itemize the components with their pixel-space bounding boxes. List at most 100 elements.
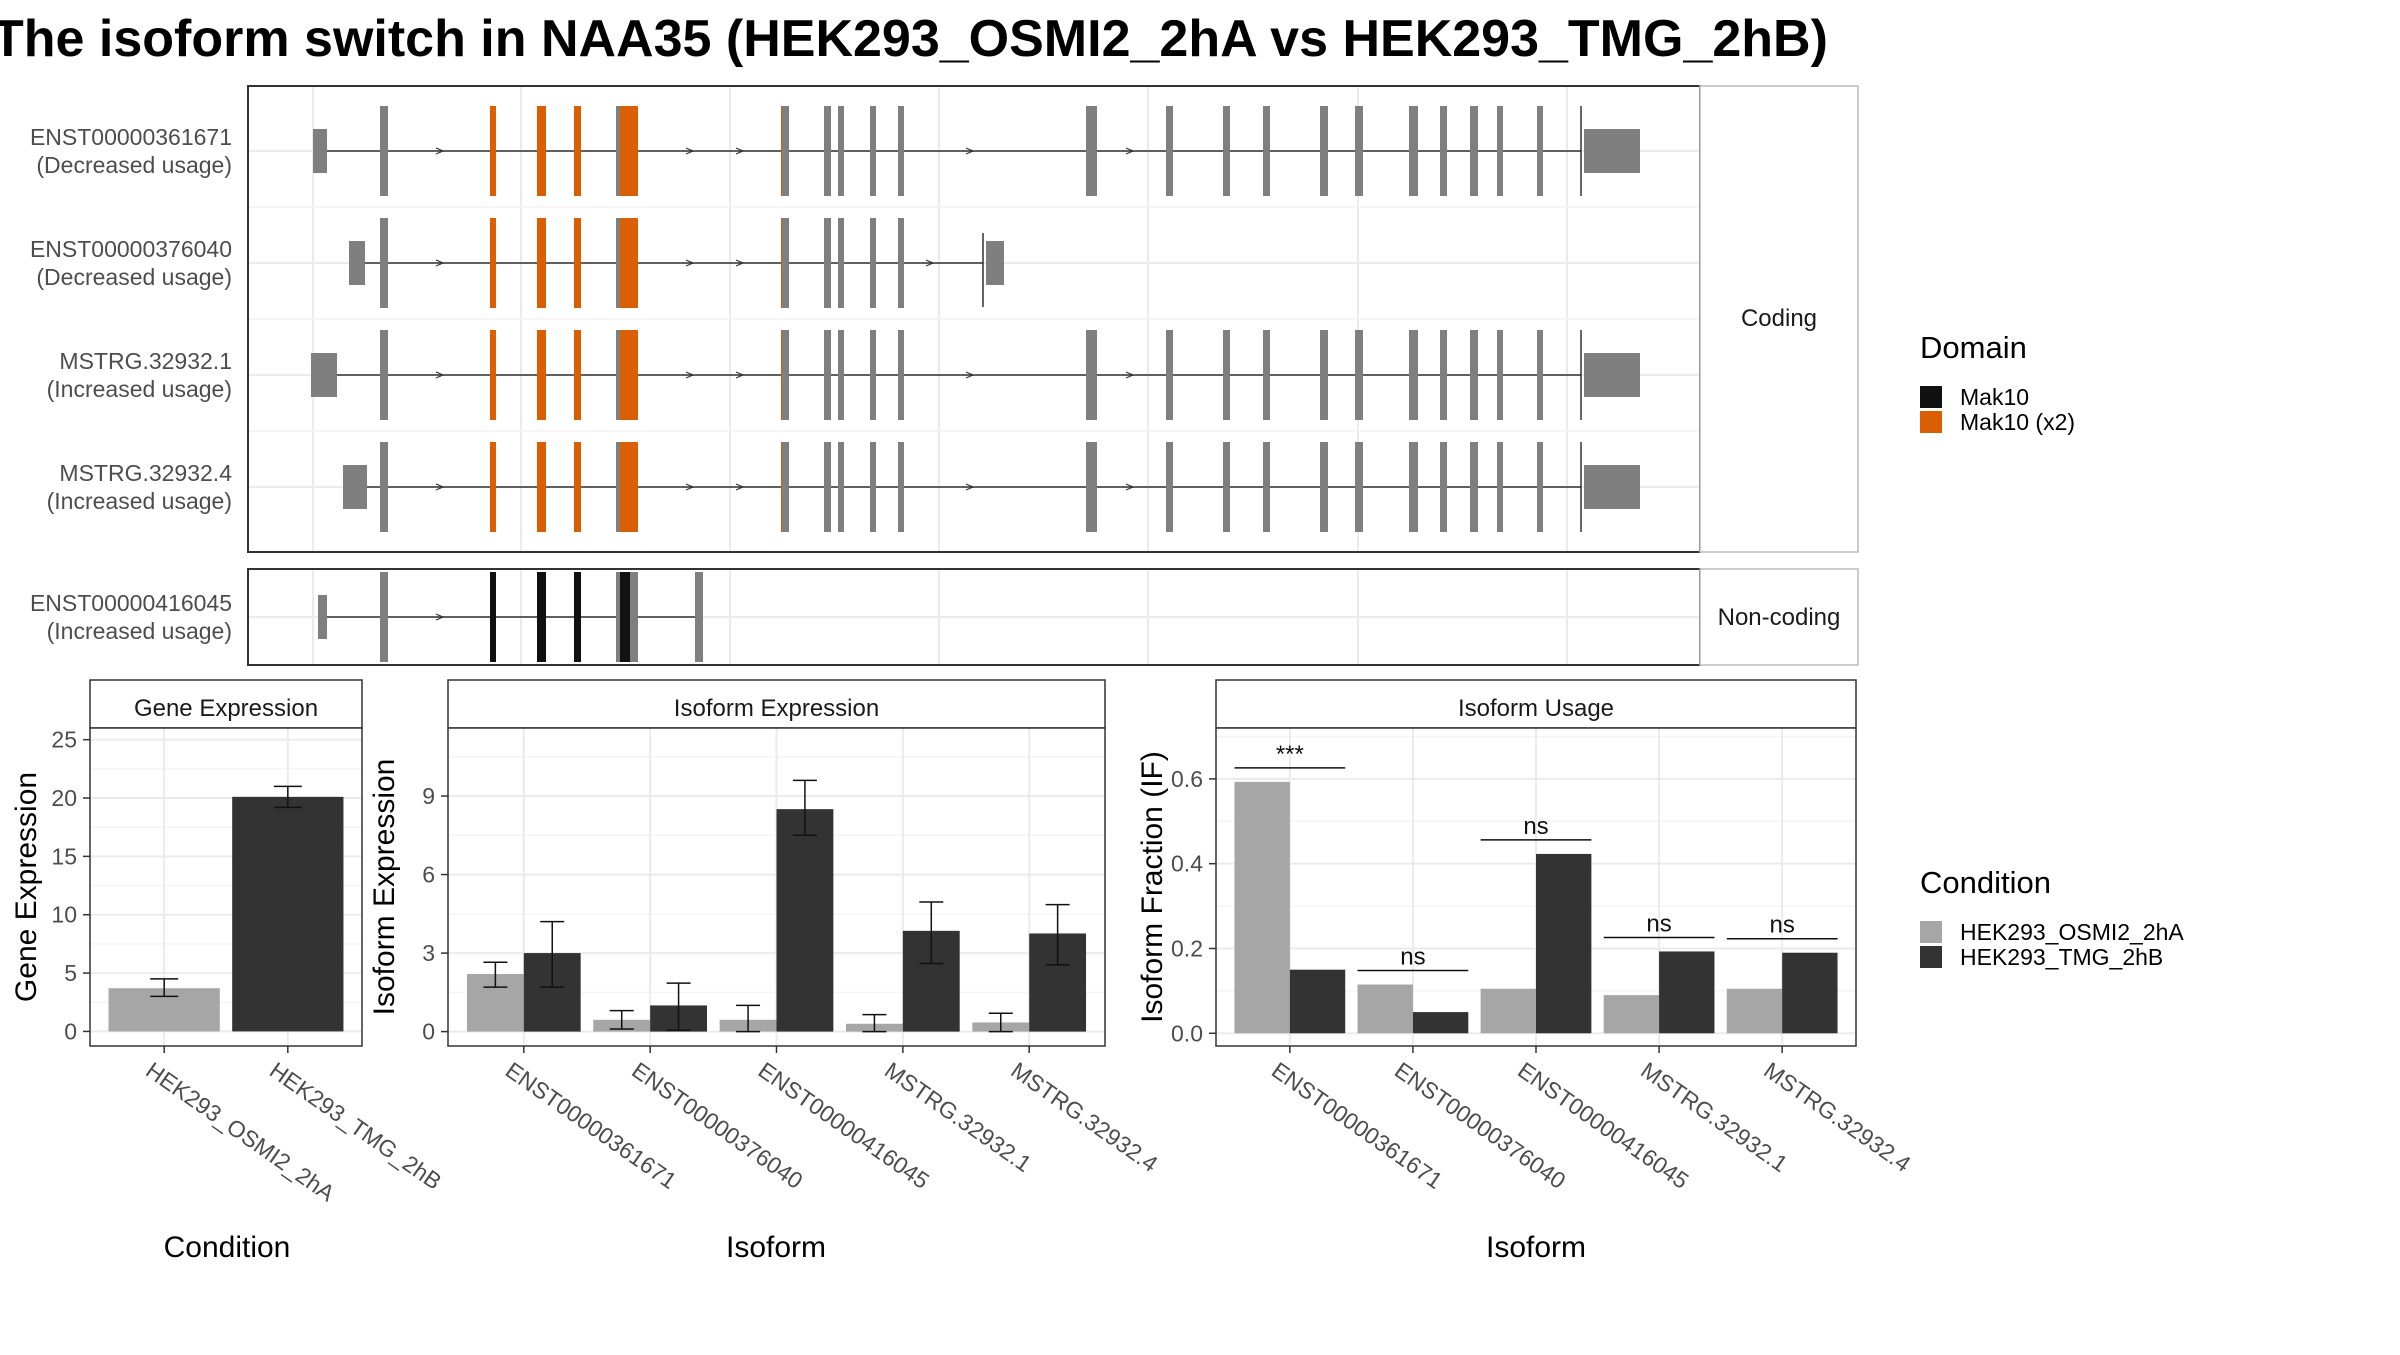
coding-exon bbox=[1355, 106, 1363, 196]
condition-legend-key bbox=[1920, 921, 1942, 943]
domain-legend-label: Mak10 bbox=[1960, 384, 2029, 410]
strand-arrow bbox=[735, 371, 745, 379]
coding-exon bbox=[1166, 106, 1173, 196]
y-tick-label: 10 bbox=[51, 902, 77, 928]
isoform-usage-label: (Increased usage) bbox=[47, 618, 232, 644]
coding-exon bbox=[1409, 330, 1418, 420]
isoform-usage-label: (Decreased usage) bbox=[36, 264, 232, 290]
bar bbox=[1726, 988, 1783, 1034]
chart-title: Gene Expression bbox=[134, 695, 318, 722]
coding-exon bbox=[1166, 330, 1173, 420]
x-axis-title: Condition bbox=[164, 1231, 291, 1264]
condition-legend-label: HEK293_TMG_2hB bbox=[1960, 944, 2163, 970]
isoform-id-label: ENST00000376040 bbox=[30, 236, 232, 262]
utr-exon bbox=[1584, 129, 1640, 173]
domain-mak10-x2-exon bbox=[490, 106, 496, 196]
y-tick-label: 0.6 bbox=[1171, 766, 1203, 792]
coding-exon bbox=[824, 330, 831, 420]
strand-arrow bbox=[1125, 483, 1135, 491]
figure-title: The isoform switch in NAA35 (HEK293_OSMI… bbox=[0, 10, 1828, 68]
domain-legend-label: Mak10 (x2) bbox=[1960, 409, 2075, 435]
y-tick-label: 3 bbox=[422, 940, 435, 966]
coding-exon bbox=[838, 106, 844, 196]
isoform-id-label: MSTRG.32932.1 bbox=[59, 348, 232, 374]
coding-exon bbox=[838, 442, 844, 532]
domain-mak10-x2-exon bbox=[630, 442, 638, 532]
condition-legend-key bbox=[1920, 946, 1942, 968]
bar bbox=[1536, 853, 1592, 1034]
coding-exon bbox=[824, 218, 831, 308]
strand-arrow bbox=[685, 371, 695, 379]
strand-arrow bbox=[735, 483, 745, 491]
noncoding-strip-label: Non-coding bbox=[1718, 604, 1841, 631]
coding-exon bbox=[782, 106, 789, 196]
coding-exon bbox=[782, 218, 789, 308]
strand-arrow bbox=[925, 259, 935, 267]
domain-mak10-exon bbox=[490, 572, 496, 662]
coding-exon bbox=[1263, 106, 1270, 196]
bar bbox=[1357, 984, 1413, 1034]
domain-mak10-x2-exon bbox=[620, 106, 630, 196]
domain-legend-key bbox=[1920, 411, 1942, 433]
noncoding-exon bbox=[695, 572, 703, 662]
noncoding-strip bbox=[1699, 568, 1859, 666]
coding-exon bbox=[782, 442, 789, 532]
isoform-id-label: ENST00000416045 bbox=[30, 590, 232, 616]
domain-mak10-exon bbox=[537, 572, 546, 662]
domain-mak10-x2-exon bbox=[630, 218, 638, 308]
domain-mak10-x2-exon bbox=[574, 442, 581, 532]
coding-exon bbox=[380, 330, 388, 420]
strand-arrow bbox=[735, 147, 745, 155]
coding-exon bbox=[1537, 106, 1543, 196]
coding-exon bbox=[1497, 442, 1503, 532]
x-axis-title: Isoform bbox=[1486, 1231, 1586, 1264]
coding-exon bbox=[838, 330, 844, 420]
coding-exon bbox=[380, 106, 388, 196]
domain-mak10-x2-exon bbox=[537, 106, 546, 196]
strand-arrow bbox=[435, 147, 445, 155]
coding-exon bbox=[1470, 442, 1478, 532]
coding-exon bbox=[1497, 106, 1503, 196]
coding-strip-label: Coding bbox=[1741, 305, 1817, 332]
coding-exon bbox=[898, 442, 904, 532]
bar bbox=[1603, 995, 1660, 1034]
domain-mak10-x2-exon bbox=[537, 218, 546, 308]
utr-exon bbox=[318, 595, 327, 639]
chart-strip bbox=[447, 679, 1106, 729]
coding-exon bbox=[1470, 330, 1478, 420]
coding-exon bbox=[1223, 442, 1230, 532]
utr-exon bbox=[1584, 465, 1640, 509]
bar bbox=[1480, 988, 1536, 1034]
coding-exon bbox=[1355, 442, 1363, 532]
coding-exon bbox=[870, 106, 876, 196]
coding-exon bbox=[870, 218, 876, 308]
significance-label: ns bbox=[1400, 944, 1425, 971]
isoform-structure-plot: CodingNon-codingENST00000361671(Decrease… bbox=[30, 85, 1859, 666]
coding-exon bbox=[380, 218, 388, 308]
strand-arrow bbox=[685, 259, 695, 267]
y-axis-title: Isoform Fraction (IF) bbox=[1136, 751, 1169, 1023]
coding-exon bbox=[1263, 330, 1270, 420]
bar bbox=[1782, 952, 1838, 1034]
coding-exon bbox=[1355, 330, 1363, 420]
bar bbox=[1659, 951, 1715, 1034]
chart-strip bbox=[89, 679, 363, 729]
coding-exon bbox=[1440, 330, 1447, 420]
condition-legend-label: HEK293_OSMI2_2hA bbox=[1960, 919, 2184, 945]
strand-arrow bbox=[435, 613, 445, 621]
y-tick-label: 5 bbox=[64, 960, 77, 986]
coding-exon bbox=[1409, 442, 1418, 532]
utr-exon bbox=[986, 241, 1004, 285]
coding-exon bbox=[1320, 106, 1328, 196]
domain-mak10-x2-exon bbox=[574, 218, 581, 308]
coding-exon bbox=[1440, 106, 1447, 196]
domain-legend-title: Domain bbox=[1920, 330, 2027, 365]
noncoding-exon bbox=[380, 572, 388, 662]
domain-mak10-x2-exon bbox=[630, 106, 638, 196]
domain-mak10-x2-exon bbox=[630, 330, 638, 420]
significance-label: *** bbox=[1276, 741, 1304, 768]
domain-legend-key bbox=[1920, 386, 1942, 408]
y-axis-title: Gene Expression bbox=[10, 772, 43, 1002]
